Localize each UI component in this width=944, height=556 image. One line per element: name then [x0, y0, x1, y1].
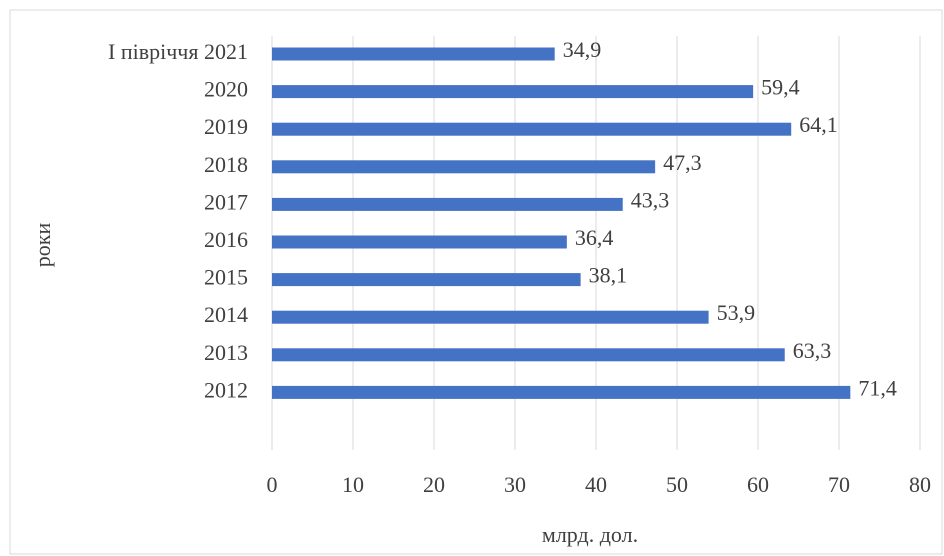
bar: [272, 47, 555, 61]
data-label: 47,3: [663, 150, 702, 175]
y-tick-label: 2018: [204, 152, 248, 177]
y-tick-label: 2020: [204, 77, 248, 102]
x-tick-label: 70: [828, 472, 850, 497]
bar: [272, 385, 851, 399]
bar: [272, 122, 792, 136]
y-tick-label: 2014: [204, 302, 248, 327]
x-tick-label: 10: [342, 472, 364, 497]
data-label: 63,3: [793, 338, 832, 363]
x-tick-label: 30: [504, 472, 526, 497]
data-label: 64,1: [799, 112, 838, 137]
y-tick-label: 2015: [204, 265, 248, 290]
bar: [272, 310, 709, 324]
y-tick-label: 2016: [204, 227, 248, 252]
x-tick-label: 80: [909, 472, 931, 497]
data-label: 36,4: [575, 225, 614, 250]
bar: [272, 160, 656, 174]
y-tick-label: 2019: [204, 114, 248, 139]
x-tick-label: 20: [423, 472, 445, 497]
bar: [272, 235, 567, 249]
bar: [272, 85, 754, 99]
data-label: 38,1: [589, 263, 628, 288]
y-tick-label: 2012: [204, 377, 248, 402]
bar: [272, 197, 623, 211]
data-label: 43,3: [631, 187, 670, 212]
data-label: 53,9: [717, 300, 756, 325]
x-tick-label: 0: [267, 472, 278, 497]
bar: [272, 273, 581, 287]
data-label: 59,4: [761, 75, 800, 100]
y-tick-label: 2017: [204, 189, 248, 214]
chart-border: [9, 9, 943, 555]
y-axis-title: роки: [30, 223, 55, 268]
x-tick-label: 40: [585, 472, 607, 497]
bar: [272, 348, 785, 362]
y-tick-label: I півріччя 2021: [108, 39, 248, 64]
x-tick-label: 60: [747, 472, 769, 497]
data-label: 34,9: [563, 37, 602, 62]
y-tick-label: 2013: [204, 340, 248, 365]
data-label: 71,4: [858, 375, 897, 400]
x-axis-title: млрд. дол.: [542, 522, 638, 547]
x-tick-label: 50: [666, 472, 688, 497]
